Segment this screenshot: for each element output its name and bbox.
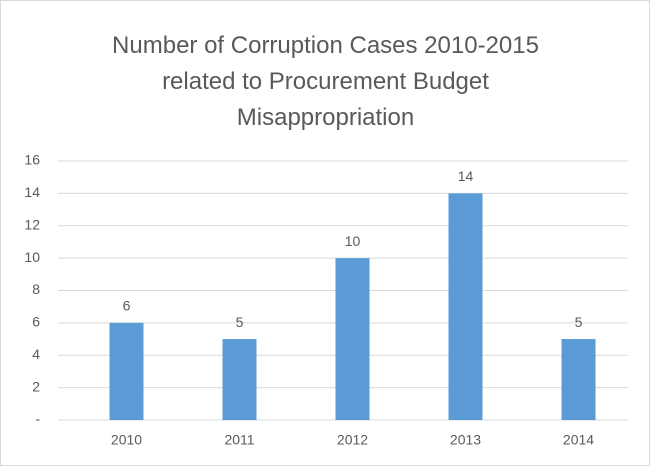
y-tick-label: 4 (32, 346, 40, 362)
data-label: 6 (123, 298, 131, 314)
y-tick-label: 14 (24, 184, 40, 200)
y-tick-label: 8 (32, 281, 40, 297)
y-tick-label: - (35, 411, 40, 427)
x-tick-label: 2014 (563, 432, 594, 448)
x-tick-label: 2013 (450, 432, 481, 448)
data-label: 14 (458, 168, 474, 184)
chart-title: Number of Corruption Cases 2010-2015 rel… (112, 32, 539, 131)
data-label: 5 (575, 314, 583, 330)
x-tick-label: 2011 (224, 432, 254, 448)
y-tick-label: 16 (24, 152, 40, 168)
data-label: 10 (345, 233, 361, 249)
bar (335, 258, 370, 420)
x-tick-label: 2012 (337, 432, 368, 448)
data-label: 5 (236, 314, 244, 330)
bar (561, 339, 596, 420)
y-tick-label: 12 (24, 216, 40, 232)
bar (222, 339, 257, 420)
bar (448, 193, 483, 420)
x-tick-label: 2010 (111, 432, 142, 448)
y-tick-label: 10 (24, 249, 40, 265)
y-tick-label: 2 (32, 378, 40, 394)
bar (109, 322, 144, 420)
y-tick-label: 6 (32, 314, 40, 330)
